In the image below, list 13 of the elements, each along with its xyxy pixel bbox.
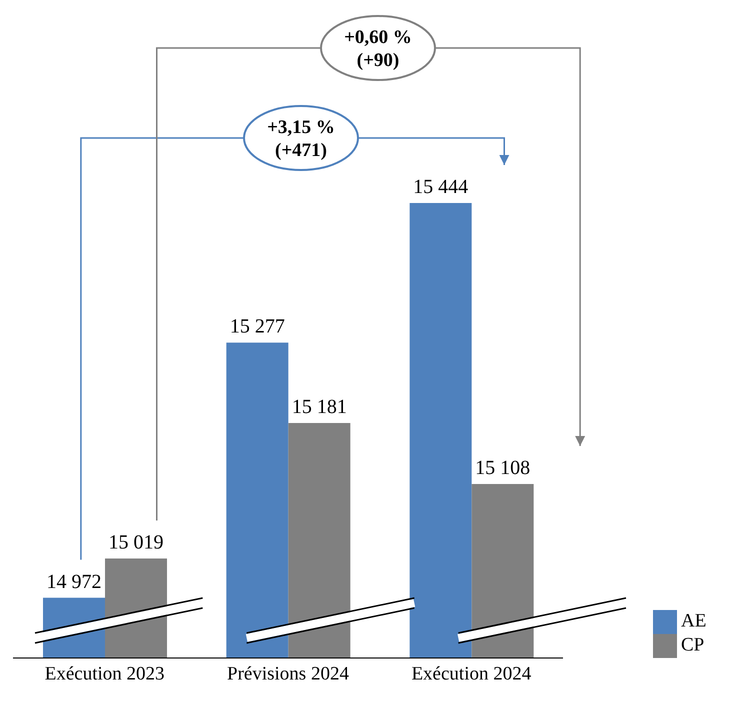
data-label: 15 444 [413,176,468,198]
legend-label: CP [681,634,704,656]
data-label: 15 108 [475,457,530,480]
x-tick-label: Exécution 2024 [411,663,532,684]
data-label: 15 277 [230,316,285,338]
x-tick-label: Prévisions 2024 [227,663,350,684]
data-label: 14 972 [46,570,102,593]
x-tick-label: Exécution 2023 [44,663,165,684]
text: +3,15 % (+471) [267,117,335,161]
data-label: 15 019 [108,531,164,554]
data-label: 15 181 [292,396,347,418]
legend-label: AE [681,610,706,632]
text: +0,60 % (+90) [344,27,412,71]
